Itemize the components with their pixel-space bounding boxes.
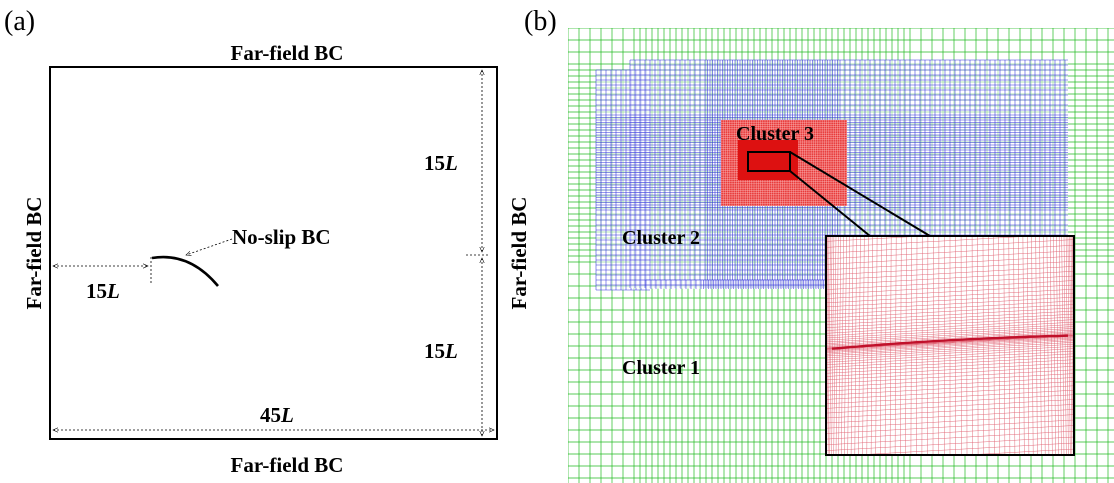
zoom-connector-left xyxy=(789,151,931,237)
cluster-3-label: Cluster 3 xyxy=(736,123,814,145)
panel-a-label: (a) xyxy=(4,6,35,37)
bc-right-label: Far-field BC xyxy=(507,197,531,310)
dim-width-unit: L xyxy=(280,403,294,427)
panel-a: (a) Far-field BC Far-field BC Far-field … xyxy=(4,6,531,477)
zoom-inset xyxy=(825,235,1075,456)
dim-upstream-num: 15 xyxy=(86,279,107,303)
zoom-connector-right xyxy=(789,170,871,237)
dim-lower-num: 15 xyxy=(424,339,445,363)
dim-lower-unit: L xyxy=(444,339,458,363)
noslip-label: No-slip BC xyxy=(232,225,331,249)
domain-boundary xyxy=(49,66,498,440)
bc-bottom-label: Far-field BC xyxy=(231,453,344,477)
zoom-grid xyxy=(826,236,1074,455)
airfoil-body xyxy=(151,255,219,287)
dim-upper-label: 15L xyxy=(424,151,458,175)
noslip-arrow xyxy=(186,238,233,255)
panel-b: (b) Cluster 1 Cluster 2 Cluster 3 xyxy=(524,6,1114,483)
dim-upstream-label: 15L xyxy=(86,279,120,303)
dim-lower-label: 15L xyxy=(424,339,458,363)
dim-width-label: 45L xyxy=(260,403,294,427)
bc-left-label: Far-field BC xyxy=(22,197,46,310)
cluster-2-label: Cluster 2 xyxy=(622,227,700,249)
dim-upstream-unit: L xyxy=(106,279,120,303)
dim-upper-unit: L xyxy=(444,151,458,175)
zoom-source-box xyxy=(747,151,791,172)
zoom-inset-frame xyxy=(825,235,1075,456)
dim-width-num: 45 xyxy=(260,403,281,427)
dim-upper-num: 15 xyxy=(424,151,445,175)
cluster-3-grid xyxy=(720,119,847,206)
bc-top-label: Far-field BC xyxy=(231,41,344,65)
zoom-airfoil xyxy=(831,334,1069,350)
zoom-mesh-lines xyxy=(826,236,1074,455)
cluster-1-label: Cluster 1 xyxy=(622,357,700,379)
panel-b-label: (b) xyxy=(524,6,557,37)
